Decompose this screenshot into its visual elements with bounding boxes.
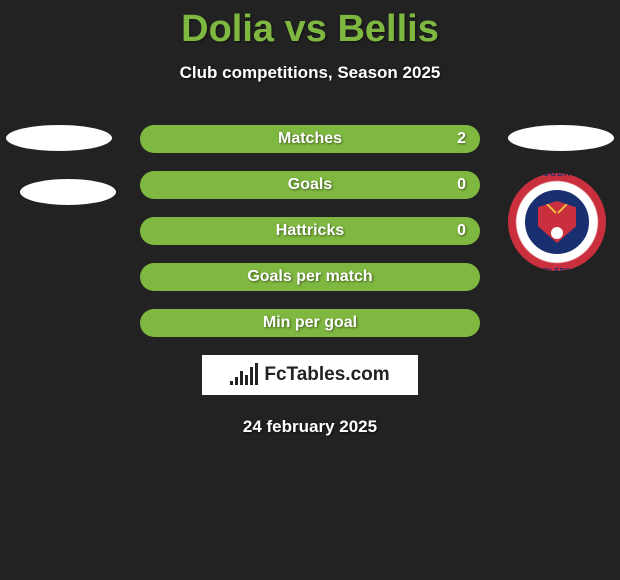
stat-row-goals: Goals 0 xyxy=(140,171,480,199)
club-badge-bottom-text: RAMBLERS F.C. xyxy=(508,268,606,271)
stat-label: Goals xyxy=(288,176,332,194)
stat-label: Matches xyxy=(278,130,342,148)
player-right-ellipse-1 xyxy=(508,125,614,151)
stat-row-min-per-goal: Min per goal xyxy=(140,309,480,337)
stat-row-goals-per-match: Goals per match xyxy=(140,263,480,291)
stat-row-hattricks: Hattricks 0 xyxy=(140,217,480,245)
page-title: Dolia vs Bellis xyxy=(0,0,620,51)
club-badge-right: COBH RAMBLERS F.C. xyxy=(508,173,606,271)
footer-date: 24 february 2025 xyxy=(0,417,620,437)
branding-text: FcTables.com xyxy=(264,364,389,386)
branding-box: FcTables.com xyxy=(202,355,418,395)
stat-right-value: 2 xyxy=(457,130,466,148)
stat-label: Goals per match xyxy=(247,268,372,286)
stat-label: Min per goal xyxy=(263,314,357,332)
stat-label: Hattricks xyxy=(276,222,344,240)
stat-right-value: 0 xyxy=(457,176,466,194)
stat-row-matches: Matches 2 xyxy=(140,125,480,153)
stats-container: COBH RAMBLERS F.C. Matches 2 Goals 0 Hat… xyxy=(0,125,620,337)
club-badge-shield xyxy=(538,201,576,243)
stat-right-value: 0 xyxy=(457,222,466,240)
club-badge-inner xyxy=(522,187,592,257)
club-badge-top-text: COBH xyxy=(508,173,606,178)
player-left-ellipse-2 xyxy=(20,179,116,205)
branding-bars-icon xyxy=(230,365,258,385)
page-subtitle: Club competitions, Season 2025 xyxy=(0,63,620,83)
player-left-ellipse-1 xyxy=(6,125,112,151)
